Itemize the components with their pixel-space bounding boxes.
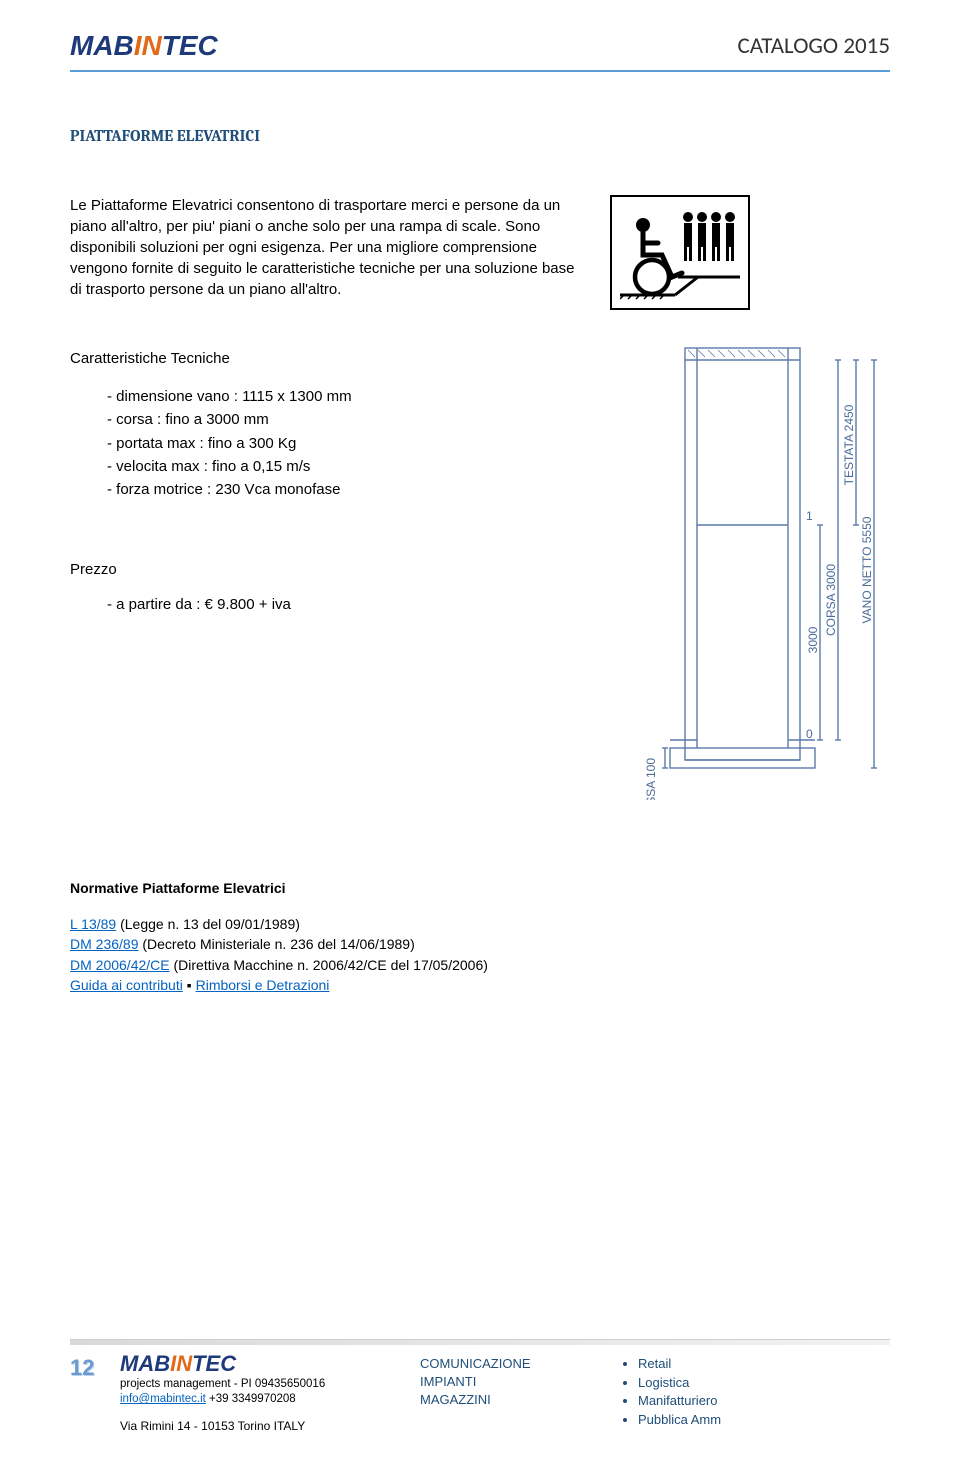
footer-pi: PI 09435650016	[241, 1378, 325, 1390]
spec-item: corsa : fino a 3000 mm	[125, 408, 580, 431]
price-heading: Prezzo	[70, 561, 580, 578]
normative-link[interactable]: DM 236/89	[70, 936, 138, 952]
technical-drawing: FOSSA 100 1 0 3000 CORSA 3000 TESTATA 24…	[610, 340, 890, 800]
accessibility-icon	[610, 195, 750, 310]
footer-email-link[interactable]: info@mabintec.it	[120, 1393, 206, 1405]
spec-item: dimensione vano : 1115 x 1300 mm	[125, 385, 580, 408]
right-column: FOSSA 100 1 0 3000 CORSA 3000 TESTATA 24…	[610, 195, 890, 800]
logo-part-mab: MAB	[70, 30, 134, 61]
normative-row: DM 236/89 (Decreto Ministeriale n. 236 d…	[70, 934, 890, 954]
page-header: MABINTEC CATALOGO 2015	[70, 30, 890, 72]
normative-text: (Legge n. 13 del 09/01/1989)	[116, 916, 300, 932]
footer-address: Via Rimini 14 - 10153 Torino ITALY	[120, 1418, 400, 1434]
footer-right-item: Logistica	[638, 1374, 890, 1393]
footer-right: Retail Logistica Manifatturiero Pubblica…	[620, 1351, 890, 1430]
label-one: 1	[806, 509, 813, 523]
label-3000: 3000	[806, 626, 820, 653]
logo: MABINTEC	[70, 30, 218, 62]
footer-logo: MABINTEC	[120, 1351, 400, 1377]
spec-item: velocita max : fino a 0,15 m/s	[125, 455, 580, 478]
footer-mid: COMUNICAZIONE IMPIANTI MAGAZZINI	[420, 1351, 600, 1410]
normative-heading: Normative Piattaforme Elevatrici	[70, 880, 890, 896]
page-footer: 12 MABINTEC projects management - PI 094…	[70, 1339, 890, 1434]
footer-right-item: Pubblica Amm	[638, 1411, 890, 1430]
footer-phone: +39 3349970208	[206, 1393, 296, 1405]
normative-row: Guida ai contributi ▪ Rimborsi e Detrazi…	[70, 975, 890, 995]
page-number: 12	[70, 1351, 100, 1381]
footer-content: 12 MABINTEC projects management - PI 094…	[70, 1351, 890, 1434]
footer-logo-tec: TEC	[192, 1351, 236, 1376]
normative-text: (Direttiva Macchine n. 2006/42/CE del 17…	[170, 957, 488, 973]
catalog-title: CATALOGO 2015	[738, 32, 890, 60]
left-column: Le Piattaforme Elevatrici consentono di …	[70, 195, 580, 800]
footer-contact: info@mabintec.it +39 3349970208	[120, 1392, 400, 1408]
logo-part-tec: TEC	[162, 30, 218, 61]
normative-link-guida[interactable]: Guida ai contributi	[70, 977, 183, 993]
footer-logo-mab: MAB	[120, 1351, 170, 1376]
footer-mid-item: MAGAZZINI	[420, 1391, 600, 1409]
intro-paragraph: Le Piattaforme Elevatrici consentono di …	[70, 195, 580, 300]
spec-item: forza motrice : 230 Vca monofase	[125, 478, 580, 501]
footer-left: MABINTEC projects management - PI 094356…	[120, 1351, 400, 1434]
footer-logo-in: IN	[170, 1351, 192, 1376]
footer-projects: projects management -	[120, 1378, 241, 1390]
spec-item: portata max : fino a 300 Kg	[125, 432, 580, 455]
normative-sep: ▪	[183, 977, 196, 993]
price-item: a partire da : € 9.800 + iva	[125, 596, 580, 613]
label-corsa: CORSA 3000	[824, 564, 838, 636]
content-row: Le Piattaforme Elevatrici consentono di …	[70, 195, 890, 800]
label-fossa: FOSSA 100	[644, 758, 658, 800]
tech-heading: Caratteristiche Tecniche	[70, 350, 580, 367]
footer-divider	[70, 1339, 890, 1345]
normative-link[interactable]: DM 2006/42/CE	[70, 957, 170, 973]
label-vano: VANO NETTO 5550	[860, 516, 874, 623]
footer-line1: projects management - PI 09435650016	[120, 1377, 400, 1393]
section-title: PIATTAFORME ELEVATRICI	[70, 127, 890, 145]
label-testata: TESTATA 2450	[842, 404, 856, 485]
logo-part-in: IN	[134, 30, 162, 61]
footer-mid-item: COMUNICAZIONE	[420, 1355, 600, 1373]
normative-row: L 13/89 (Legge n. 13 del 09/01/1989)	[70, 914, 890, 934]
normative-link[interactable]: L 13/89	[70, 916, 116, 932]
footer-mid-item: IMPIANTI	[420, 1373, 600, 1391]
normative-row: DM 2006/42/CE (Direttiva Macchine n. 200…	[70, 955, 890, 975]
normative-link-rimborsi[interactable]: Rimborsi e Detrazioni	[196, 977, 330, 993]
footer-right-item: Retail	[638, 1355, 890, 1374]
footer-right-item: Manifatturiero	[638, 1392, 890, 1411]
normative-list: L 13/89 (Legge n. 13 del 09/01/1989) DM …	[70, 914, 890, 995]
tech-specs-list: dimensione vano : 1115 x 1300 mm corsa :…	[125, 385, 580, 501]
normative-text: (Decreto Ministeriale n. 236 del 14/06/1…	[138, 936, 414, 952]
price-list: a partire da : € 9.800 + iva	[125, 596, 580, 613]
label-zero: 0	[806, 727, 813, 741]
